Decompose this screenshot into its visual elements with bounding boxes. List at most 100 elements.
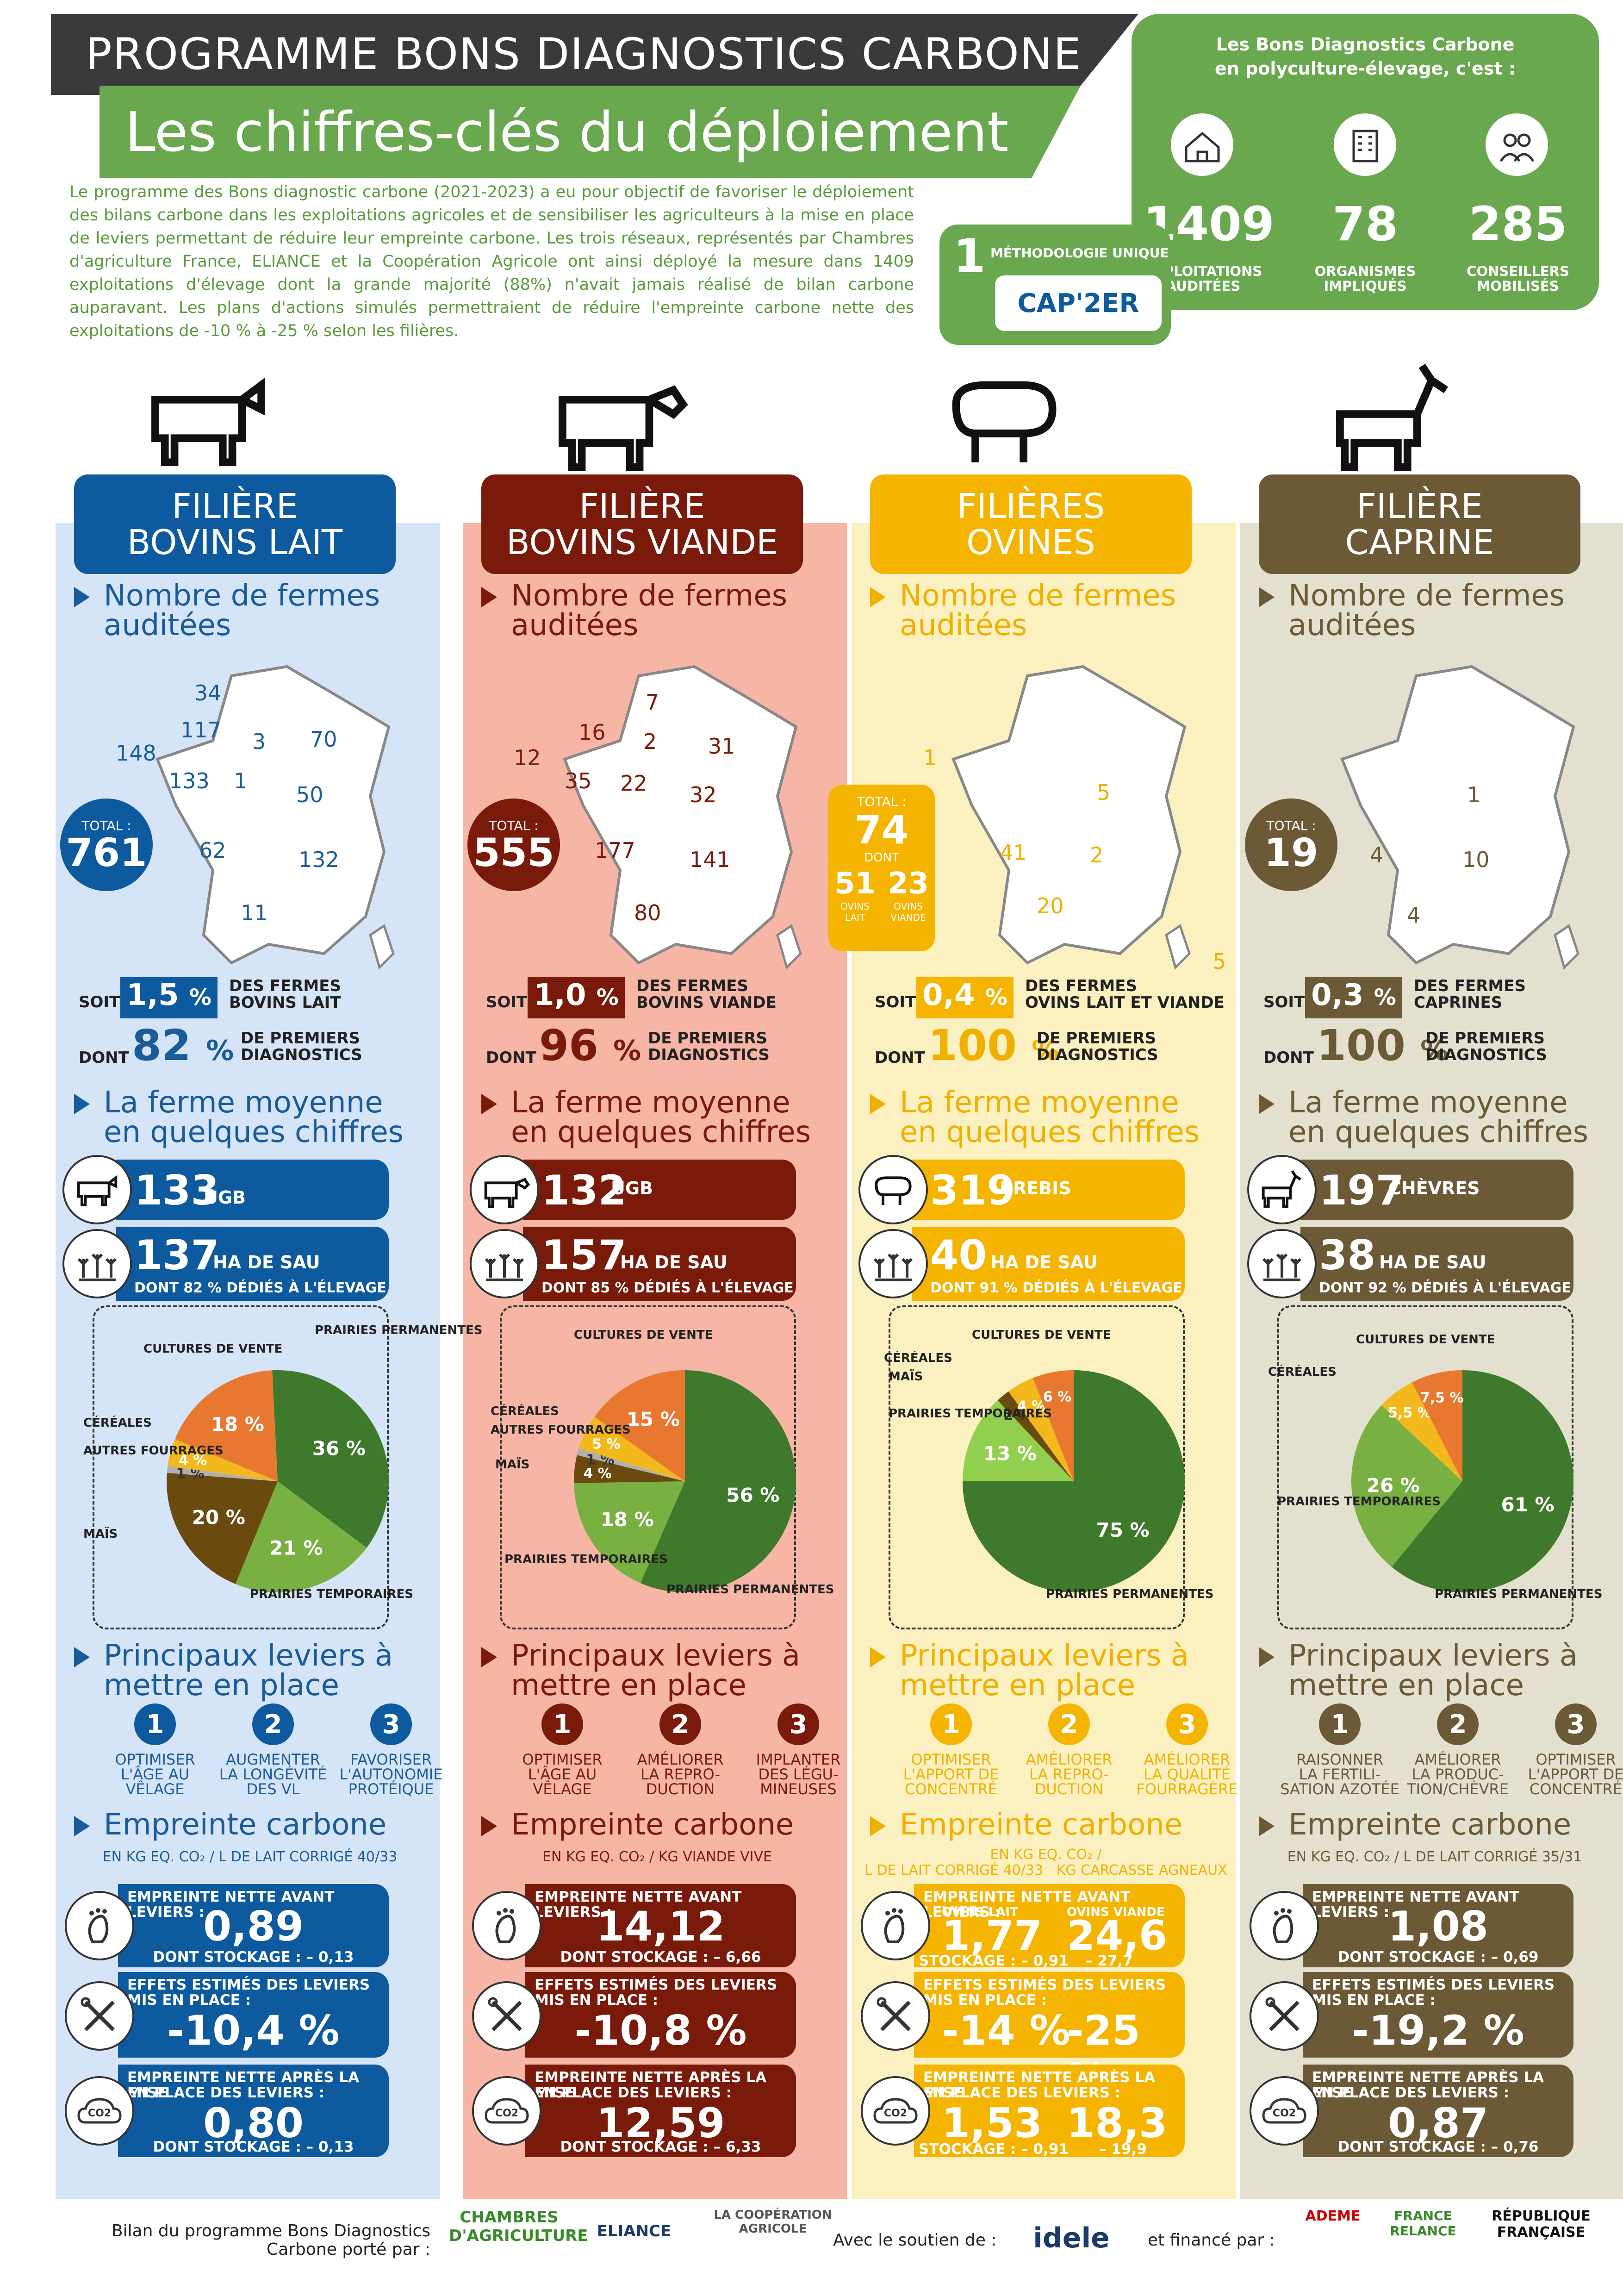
- lever-number: 3: [370, 1703, 412, 1745]
- region-value: 141: [690, 847, 730, 872]
- farm-icon: [1171, 113, 1233, 176]
- lever-number: 3: [1166, 1703, 1208, 1745]
- crop-pie-chart: 56 %18 %4 %1 %5 %15 %: [574, 1370, 796, 1592]
- lever-number: 1: [541, 1703, 583, 1745]
- herd-size-bar: 132 UGB: [523, 1160, 796, 1220]
- pie-slice: [272, 1370, 389, 1548]
- crops-icon: [1247, 1229, 1317, 1298]
- region-value: 35: [565, 768, 592, 793]
- herd-size-bar: 133 UGB: [116, 1160, 389, 1220]
- co2-cloud-icon: CO2: [1250, 2076, 1319, 2146]
- total-badge: TOTAL :19: [1245, 799, 1337, 891]
- first-diag-pct: 100 %: [928, 1021, 1060, 1070]
- region-value: 11: [241, 900, 268, 925]
- region-value: 117: [180, 718, 221, 742]
- share-value: 1,0 %: [528, 977, 625, 1018]
- footprint-after-box: EMPREINTE NETTE APRÈS LA MISE EN PLACE DE…: [1303, 2065, 1573, 2157]
- tools-icon: [472, 1981, 541, 2051]
- pie-slice: [1392, 1370, 1573, 1592]
- region-value: 50: [296, 782, 323, 807]
- lever-label: AMÉLIORER LA PRODUC- TION/CHÈVRE: [1407, 1751, 1509, 1798]
- pie-value-label: 15 %: [627, 1408, 680, 1431]
- eliance-logo: ELIANCE: [597, 2222, 672, 2240]
- crops-icon: [62, 1229, 132, 1298]
- footprint-after-box: EMPREINTE NETTE APRÈS LA MISE EN PLACE DE…: [525, 2065, 796, 2157]
- region-value: 31: [708, 734, 735, 759]
- caprine-herd-icon: [1247, 1155, 1317, 1224]
- pie-value-label: 4 %: [583, 1466, 611, 1482]
- region-value: 1: [1467, 782, 1481, 807]
- pie-slice: [167, 1472, 278, 1584]
- pie-value-label: 6 %: [1043, 1389, 1071, 1405]
- footprint-section-title: Empreinte carbone: [870, 1810, 1182, 1840]
- pie-category-label: MAÏS: [889, 1370, 923, 1384]
- lever-label: IMPLANTER DES LÉGU- MINEUSES: [756, 1751, 841, 1798]
- footprint-effects-box: EFFETS ESTIMÉS DES LEVIERS MIS EN PLACE :…: [1303, 1972, 1573, 2058]
- sau-bar: 157 HA DE SAU DONT 85 % DÉDIÉS À L'ÉLEVAGE: [523, 1227, 796, 1301]
- region-value: 41: [1000, 840, 1027, 865]
- region-value: 16: [578, 720, 606, 745]
- building-icon: [1334, 113, 1396, 176]
- levers-section-title: Principaux leviers à mettre en place: [74, 1641, 393, 1700]
- caprine-animal-icon: [1336, 363, 1449, 471]
- pie-value-label: 13 %: [983, 1442, 1037, 1465]
- pie-slice: [1351, 1405, 1462, 1567]
- pie-value-label: 5 %: [592, 1436, 620, 1453]
- pie-category-label: PRAIRIES PERMANENTES: [315, 1323, 483, 1337]
- region-value: 2: [643, 729, 657, 754]
- herd-size-bar: 197 CHÈVRES: [1300, 1160, 1573, 1220]
- pie-slice: [997, 1391, 1074, 1481]
- method-label: MÉTHODOLOGIE UNIQUE: [990, 245, 1169, 261]
- lait-herd-icon: [62, 1155, 132, 1224]
- crop-pie-chart: 75 %13 %2 %4 %6 %: [963, 1370, 1185, 1592]
- methodology-box: 1 MÉTHODOLOGIE UNIQUE CAP'2ER: [939, 225, 1171, 345]
- method-number: 1: [953, 229, 986, 283]
- viande-herd-icon: [470, 1155, 539, 1224]
- tools-icon: [65, 1981, 134, 2051]
- crops-icon: [858, 1229, 928, 1298]
- share-label: DES FERMES OVINS LAIT ET VIANDE: [1025, 977, 1225, 1012]
- footer-carried: Bilan du programme Bons Diagnostics Carbo…: [111, 2221, 430, 2259]
- france-map: [155, 665, 395, 970]
- region-value: 177: [595, 838, 635, 863]
- footprint-unit: EN KG EQ. CO₂ / L DE LAIT CORRIGÉ 40/33: [102, 1849, 398, 1865]
- footprint-after-box: EMPREINTE NETTE APRÈS LA MISE EN PLACE DE…: [914, 2065, 1185, 2158]
- pie-category-label: PRAIRIES PERMANENTES: [666, 1583, 834, 1597]
- region-value: 5: [1213, 949, 1226, 974]
- region-value: 1: [923, 745, 937, 770]
- footprint-icon: [861, 1891, 930, 1960]
- pie-category-label: CÉRÉALES: [491, 1404, 559, 1418]
- footprint-unit: EN KG EQ. CO₂ / L DE LAIT CORRIGÉ 40/33 K…: [864, 1847, 1227, 1878]
- region-value: 34: [194, 680, 222, 705]
- intro-text: Le programme des Bons diagnostic carbone…: [69, 183, 914, 340]
- pie-category-label: MAÏS: [83, 1527, 118, 1541]
- farms-section-title: Nombre de fermes auditées: [870, 581, 1176, 640]
- key-figures-title-2: en polyculture-élevage, c'est :: [1214, 58, 1516, 79]
- herd-size-bar: 319 BREBIS: [912, 1160, 1185, 1220]
- region-value: 1: [234, 768, 248, 793]
- footprint-unit: EN KG EQ. CO₂ / KG VIANDE VIVE: [542, 1849, 772, 1865]
- soit-label: SOIT: [875, 993, 916, 1011]
- crops-icon: [470, 1229, 539, 1298]
- lever-number: 3: [777, 1703, 819, 1745]
- pie-value-label: 36 %: [312, 1437, 366, 1460]
- first-diag-pct: 100 %: [1317, 1021, 1449, 1070]
- first-diag-label: DE PREMIERS DIAGNOSTICS: [241, 1029, 362, 1064]
- farms-section-title: Nombre de fermes auditées: [74, 581, 380, 640]
- pie-value-label: 56 %: [726, 1484, 779, 1507]
- stat-label: ORGANISMES IMPLIQUÉS: [1314, 263, 1416, 294]
- column-header-caprine: FILIÈRE CAPRINE: [1259, 474, 1580, 574]
- sau-bar: 40 HA DE SAU DONT 91 % DÉDIÉS À L'ÉLEVAGE: [912, 1227, 1185, 1301]
- footprint-section-title: Empreinte carbone: [1259, 1810, 1571, 1840]
- france-map: [563, 665, 802, 970]
- lever-label: OPTIMISER L'ÂGE AU VÊLAGE: [522, 1751, 603, 1798]
- pie-slice: [1032, 1370, 1074, 1481]
- footprint-before-box: EMPREINTE NETTE AVANT LEVIERS :1,08 DONT …: [1303, 1884, 1573, 1967]
- lait-animal-icon: [151, 377, 265, 467]
- first-diag-label: DE PREMIERS DIAGNOSTICS: [1037, 1029, 1158, 1064]
- lever-label: RAISONNER LA FERTILI- SATION AZOTÉE: [1280, 1751, 1399, 1798]
- cooperation-logo: LA COOPÉRATION AGRICOLE: [714, 2208, 832, 2236]
- total-badge: TOTAL :761: [60, 799, 153, 891]
- footer-support: Avec le soutien de :: [833, 2231, 997, 2250]
- dont-label: DONT: [1263, 1048, 1314, 1067]
